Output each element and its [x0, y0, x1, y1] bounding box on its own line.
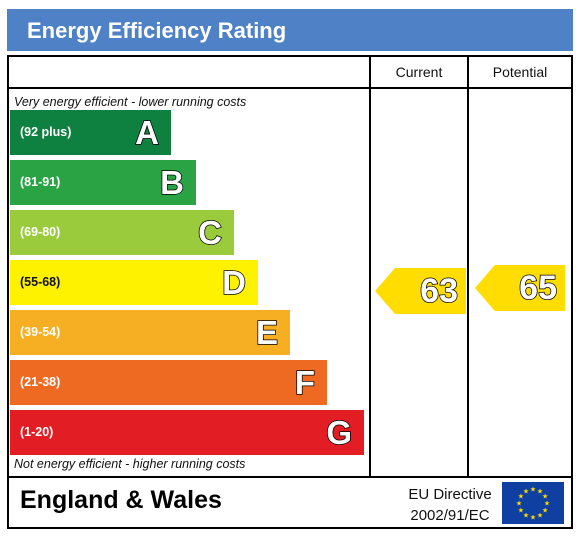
chart-title: Energy Efficiency Rating — [7, 9, 573, 51]
band-f: (21-38) F — [10, 360, 327, 405]
eu-star-icon: ★ — [516, 500, 522, 508]
band-g: (1-20) G — [10, 410, 364, 455]
band-letter: C — [197, 213, 222, 252]
current-column-header: Current — [395, 64, 443, 80]
band-range-label: (1-20) — [20, 425, 54, 439]
eu-star-icon: ★ — [523, 487, 529, 495]
eu-star-icon: ★ — [542, 493, 548, 501]
band-b: (81-91) B — [10, 160, 196, 205]
footer-divider — [7, 476, 573, 478]
eu-flag-icon: ★ ★ ★ ★ ★ ★ ★ ★ ★ ★ ★ ★ — [502, 482, 564, 524]
header-divider — [7, 87, 573, 89]
eu-star-icon: ★ — [537, 487, 543, 495]
band-letter: A — [134, 113, 159, 152]
eu-star-icon: ★ — [537, 512, 543, 520]
top-note: Very energy efficient - lower running co… — [14, 95, 247, 109]
band-letter: G — [326, 413, 353, 452]
region-label: England & Wales — [20, 486, 222, 514]
current-rating-value: 63 — [419, 271, 458, 311]
eu-directive: EU Directive 2002/91/EC — [395, 484, 505, 526]
band-range-label: (69-80) — [20, 225, 61, 239]
band-a: (92 plus) A — [10, 110, 171, 155]
band-range-label: (92 plus) — [20, 125, 72, 139]
eu-star-icon: ★ — [544, 500, 550, 508]
band-letter: F — [294, 363, 316, 402]
eu-directive-line1: EU Directive — [408, 486, 492, 503]
band-d: (55-68) D — [10, 260, 258, 305]
band-range-label: (81-91) — [20, 175, 61, 189]
eu-directive-line2: 2002/91/EC — [410, 507, 490, 524]
band-letter: B — [159, 163, 184, 202]
current-column-divider — [369, 55, 371, 477]
eu-star-icon: ★ — [518, 507, 524, 515]
band-range-label: (39-54) — [20, 325, 61, 339]
potential-rating-arrow: 65 — [475, 265, 565, 311]
band-c: (69-80) C — [10, 210, 234, 255]
potential-rating-value: 65 — [518, 268, 557, 308]
eu-star-icon: ★ — [542, 507, 548, 515]
band-range-label: (55-68) — [20, 275, 61, 289]
potential-column-header: Potential — [492, 64, 548, 80]
eu-star-icon: ★ — [518, 493, 524, 501]
band-e: (39-54) E — [10, 310, 290, 355]
band-letter: D — [221, 263, 246, 302]
potential-column-divider — [467, 55, 469, 477]
current-rating-arrow: 63 — [375, 268, 466, 314]
band-range-label: (21-38) — [20, 375, 61, 389]
eu-star-icon: ★ — [530, 486, 536, 494]
eu-star-icon: ★ — [530, 514, 536, 522]
rating-frame — [7, 55, 573, 529]
eu-star-icon: ★ — [523, 512, 529, 520]
bottom-note: Not energy efficient - higher running co… — [14, 457, 246, 471]
band-letter: E — [255, 313, 279, 352]
